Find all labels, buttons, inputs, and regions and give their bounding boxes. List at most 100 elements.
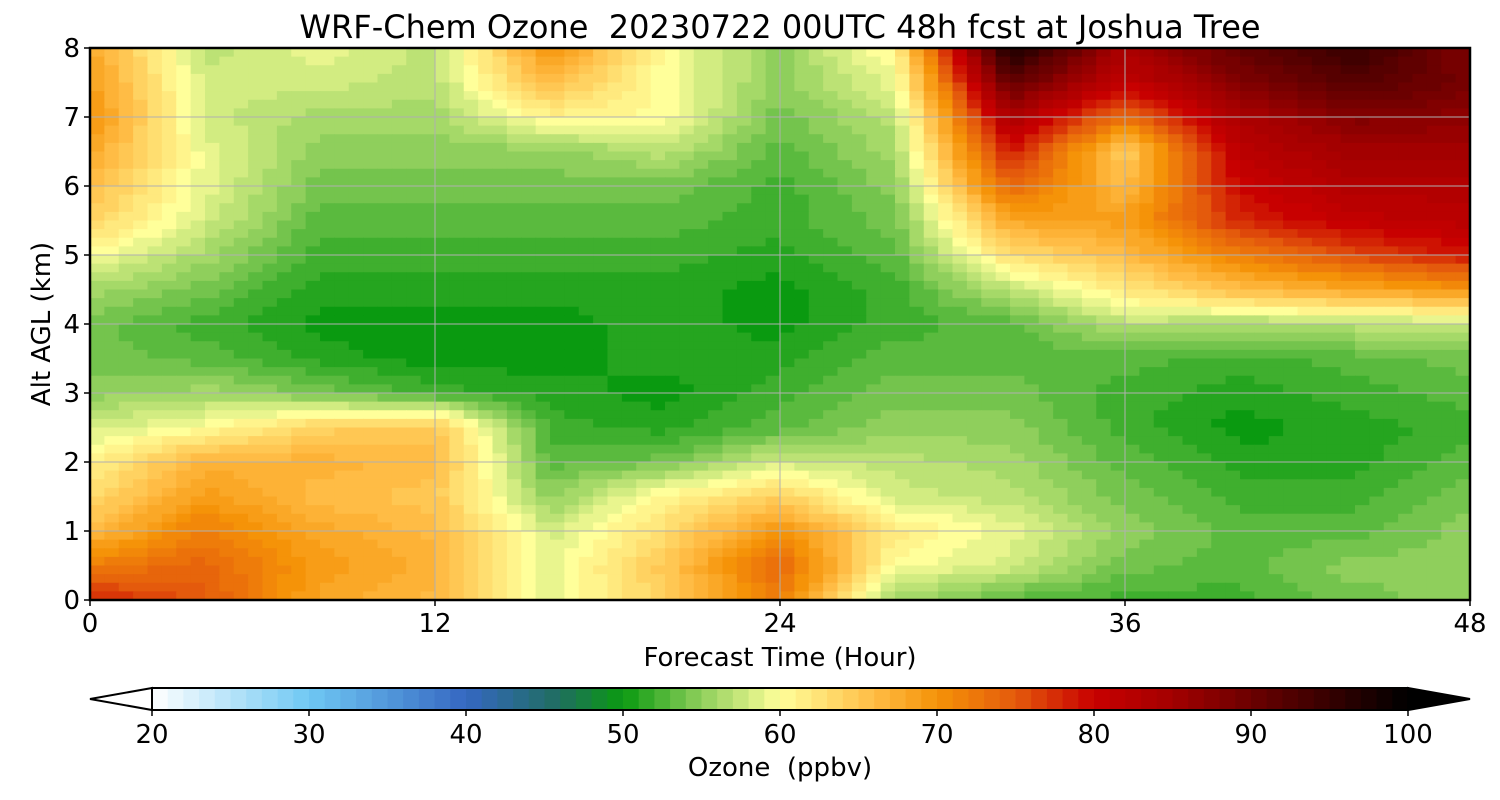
heatmap-cell (521, 289, 537, 299)
heatmap-cell (176, 203, 192, 213)
heatmap-cell (492, 367, 508, 377)
heatmap-cell (708, 479, 724, 489)
heatmap-cell (147, 186, 163, 196)
heatmap-cell (1369, 444, 1385, 454)
heatmap-cell (521, 427, 537, 437)
heatmap-cell (593, 56, 609, 66)
heatmap-cell (895, 237, 910, 247)
heatmap-cell (938, 332, 954, 342)
heatmap-cell (650, 427, 666, 437)
heatmap-cell (233, 298, 249, 308)
heatmap-cell (1139, 462, 1155, 472)
heatmap-cell (1182, 255, 1198, 265)
heatmap-cell (794, 255, 810, 265)
heatmap-cell (995, 375, 1011, 385)
heatmap-cell (1355, 82, 1370, 92)
heatmap-cell (621, 349, 637, 360)
heatmap-cell (248, 211, 264, 222)
heatmap-cell (1153, 418, 1169, 429)
heatmap-cell (1283, 444, 1299, 454)
heatmap-cell (1225, 125, 1241, 135)
heatmap-cell (1254, 479, 1270, 489)
heatmap-cell (1240, 142, 1255, 153)
heatmap-cell (1225, 393, 1241, 403)
heatmap-cell (693, 65, 709, 75)
heatmap-cell (636, 453, 652, 463)
heatmap-cell (1398, 125, 1414, 135)
heatmap-cell (837, 134, 853, 144)
heatmap-cell (923, 246, 939, 256)
heatmap-cell (1225, 418, 1241, 429)
heatmap-cell (708, 117, 724, 127)
heatmap-cell (1412, 444, 1428, 454)
heatmap-cell (133, 99, 149, 109)
heatmap-cell (1455, 462, 1471, 472)
heatmap-cell (348, 108, 364, 118)
heatmap-cell (478, 410, 494, 420)
heatmap-cell (1153, 436, 1169, 446)
heatmap-cell (305, 99, 321, 109)
heatmap-cell (995, 168, 1011, 178)
heatmap-cell (607, 246, 623, 256)
heatmap-cell (1053, 349, 1069, 360)
heatmap-cell (1326, 117, 1342, 127)
heatmap-cell (952, 298, 968, 308)
heatmap-cell (291, 142, 307, 153)
heatmap-cell (952, 341, 968, 351)
heatmap-cell (1369, 186, 1385, 196)
heatmap-cell (248, 168, 264, 178)
heatmap-cell (665, 255, 680, 265)
heatmap-cell (1024, 479, 1040, 489)
heatmap-cell (1081, 65, 1097, 75)
heatmap-cell (708, 384, 724, 394)
heatmap-cell (1297, 384, 1313, 394)
heatmap-cell (1139, 220, 1155, 230)
heatmap-cell (751, 384, 767, 394)
heatmap-cell (463, 367, 479, 377)
heatmap-cell (1311, 82, 1327, 92)
heatmap-cell (693, 134, 709, 144)
heatmap-cell (981, 453, 997, 463)
heatmap-cell (478, 401, 494, 411)
heatmap-cell (578, 298, 594, 308)
heatmap-cell (866, 393, 882, 403)
heatmap-cell (1297, 358, 1313, 368)
heatmap-cell (1038, 479, 1054, 489)
heatmap-cell (1311, 358, 1327, 368)
heatmap-cell (147, 298, 163, 308)
heatmap-cell (765, 160, 781, 170)
heatmap-cell (248, 73, 264, 84)
heatmap-cell (406, 237, 422, 247)
heatmap-cell (1096, 108, 1112, 118)
heatmap-cell (1096, 444, 1112, 454)
heatmap-cell (995, 272, 1011, 282)
heatmap-cell (348, 91, 364, 101)
heatmap-cell (478, 160, 494, 170)
heatmap-cell (1010, 151, 1025, 161)
heatmap-cell (995, 401, 1011, 411)
heatmap-cell (291, 358, 307, 368)
heatmap-cell (1110, 125, 1126, 135)
heatmap-cell (377, 349, 393, 360)
heatmap-cell (406, 186, 422, 196)
heatmap-cell (823, 134, 839, 144)
heatmap-cell (1196, 436, 1212, 446)
heatmap-cell (880, 401, 896, 411)
heatmap-cell (1110, 418, 1126, 429)
heatmap-cell (435, 272, 450, 282)
heatmap-cell (693, 48, 709, 58)
heatmap-cell (420, 298, 436, 308)
heatmap-cell (262, 272, 278, 282)
heatmap-cell (435, 324, 450, 334)
heatmap-cell (248, 324, 264, 334)
heatmap-cell (808, 108, 824, 118)
heatmap-cell (794, 211, 810, 222)
heatmap-cell (808, 427, 824, 437)
heatmap-cell (995, 108, 1011, 118)
heatmap-cell (435, 289, 450, 299)
heatmap-cell (593, 91, 609, 101)
heatmap-cell (492, 427, 508, 437)
heatmap-cell (1096, 487, 1112, 498)
heatmap-cell (291, 117, 307, 127)
heatmap-cell (492, 315, 508, 325)
